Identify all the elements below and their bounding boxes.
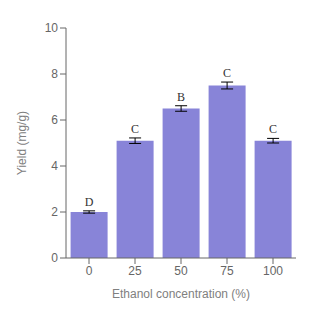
svg-text:0: 0: [86, 264, 93, 278]
svg-text:2: 2: [51, 205, 58, 219]
svg-text:6: 6: [51, 113, 58, 127]
svg-text:Ethanol concentration (%): Ethanol concentration (%): [112, 287, 250, 301]
svg-text:75: 75: [220, 264, 234, 278]
svg-text:Yield (mg/g): Yield (mg/g): [15, 111, 29, 175]
svg-text:C: C: [269, 122, 277, 136]
svg-text:8: 8: [51, 67, 58, 81]
svg-text:B: B: [177, 90, 185, 104]
svg-text:4: 4: [51, 159, 58, 173]
svg-text:C: C: [223, 66, 231, 80]
svg-text:D: D: [85, 195, 94, 209]
svg-text:100: 100: [263, 264, 283, 278]
svg-text:25: 25: [128, 264, 142, 278]
svg-text:C: C: [131, 122, 139, 136]
svg-text:0: 0: [51, 251, 58, 265]
svg-text:10: 10: [45, 21, 59, 35]
svg-text:50: 50: [174, 264, 188, 278]
